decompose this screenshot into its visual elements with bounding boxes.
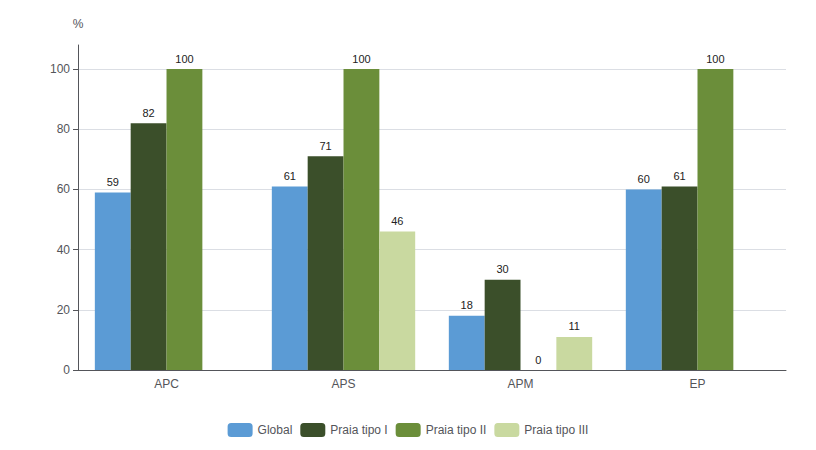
svg-text:40: 40 [57,243,71,257]
svg-text:100: 100 [352,53,370,65]
svg-text:59: 59 [107,176,119,188]
svg-text:80: 80 [57,122,71,136]
svg-text:Praia tipo II: Praia tipo II [426,423,487,437]
svg-text:%: % [73,17,84,31]
svg-text:60: 60 [57,182,71,196]
svg-text:61: 61 [284,170,296,182]
svg-text:60: 60 [638,173,650,185]
svg-text:Praia tipo III: Praia tipo III [524,423,588,437]
svg-text:100: 100 [706,53,724,65]
svg-text:100: 100 [175,53,193,65]
svg-text:30: 30 [496,263,508,275]
svg-text:0: 0 [535,354,541,366]
svg-text:100: 100 [50,62,70,76]
svg-text:EP: EP [689,377,705,391]
svg-text:0: 0 [63,363,70,377]
svg-text:20: 20 [57,303,71,317]
svg-text:61: 61 [673,170,685,182]
svg-text:APM: APM [508,377,534,391]
svg-text:82: 82 [142,107,154,119]
svg-text:18: 18 [461,299,473,311]
svg-text:Praia tipo I: Praia tipo I [330,423,387,437]
svg-text:11: 11 [569,320,580,332]
svg-text:46: 46 [391,215,403,227]
svg-text:APS: APS [332,377,356,391]
svg-text:71: 71 [319,140,331,152]
svg-text:APC: APC [154,377,179,391]
svg-text:Global: Global [258,423,293,437]
